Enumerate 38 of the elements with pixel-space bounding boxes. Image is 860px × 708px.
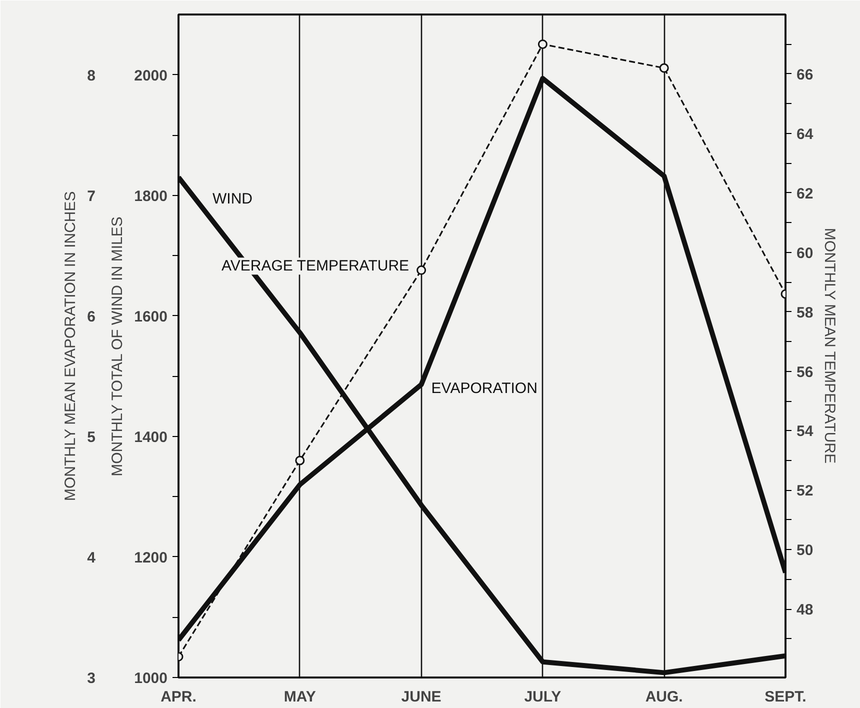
point — [416, 265, 426, 275]
series-label: EVAPORATION — [431, 380, 538, 398]
x-tick-label: SEPT. — [764, 688, 806, 706]
y-axis-title: MONTHLY TOTAL OF WIND IN MILES — [109, 216, 126, 476]
x-tick-label: APR. — [160, 688, 196, 706]
y2-tick-label: 56 — [796, 364, 814, 381]
y3-axis-title: MONTHLY MEAN EVAPORATION IN INCHES — [62, 191, 80, 502]
x-tick-label: AUG. — [645, 688, 683, 706]
y2-tick-label: 54 — [796, 423, 814, 440]
y2-tick-label: 50 — [796, 542, 814, 560]
y2-tick-label: 60 — [796, 244, 814, 262]
y2-tick-label: 66 — [796, 66, 814, 84]
point — [295, 456, 305, 466]
series-label: AVERAGE TEMPERATURE — [221, 258, 410, 275]
y-tick-label: 1000 — [134, 670, 168, 687]
y-tick-label: 1200 — [134, 549, 168, 566]
y3-tick-label: 3 — [87, 670, 96, 687]
y3-tick-label: 4 — [87, 549, 96, 566]
y3-tick-label: 7 — [87, 188, 96, 205]
y3-tick-label: 8 — [87, 67, 96, 84]
y2-tick-label: 64 — [796, 126, 814, 143]
y3-tick-label: 5 — [87, 428, 96, 446]
x-tick-label: JUNE — [401, 688, 442, 706]
y2-tick-label: 52 — [796, 482, 814, 500]
x-tick-label: MAY — [284, 688, 316, 706]
y3-tick-label: 6 — [87, 308, 96, 326]
y-tick-label: 1600 — [134, 308, 168, 326]
y-tick-label: 1800 — [134, 188, 168, 205]
series-label: WIND — [212, 190, 253, 208]
y2-tick-label: 62 — [796, 185, 814, 202]
point — [659, 63, 669, 73]
y-tick-label: 1400 — [134, 428, 168, 446]
y2-tick-label: 58 — [796, 304, 814, 322]
x-tick-label: JULY — [524, 688, 562, 706]
y2-tick-label: 48 — [796, 602, 814, 619]
point — [538, 39, 548, 49]
y2-axis-title: MONTHLY MEAN TEMPERATURE — [821, 228, 838, 464]
y-tick-label: 2000 — [134, 67, 168, 84]
